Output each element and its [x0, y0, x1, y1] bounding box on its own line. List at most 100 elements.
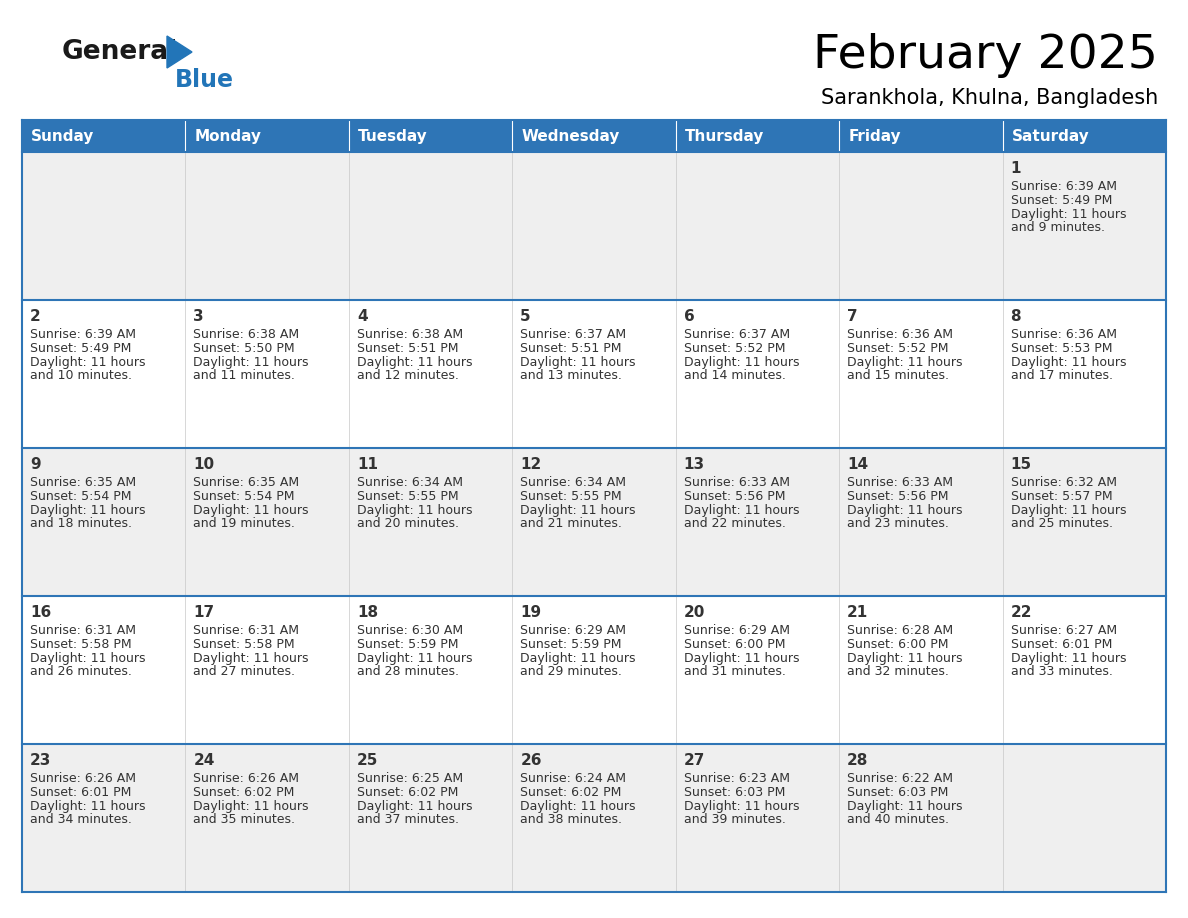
Text: Daylight: 11 hours: Daylight: 11 hours — [520, 652, 636, 665]
Bar — [185, 448, 349, 596]
Text: Sunset: 6:02 PM: Sunset: 6:02 PM — [356, 786, 459, 799]
Text: Sunset: 5:49 PM: Sunset: 5:49 PM — [1011, 194, 1112, 207]
Text: Sunrise: 6:30 AM: Sunrise: 6:30 AM — [356, 624, 463, 637]
Text: Daylight: 11 hours: Daylight: 11 hours — [684, 800, 800, 812]
Text: Wednesday: Wednesday — [522, 129, 620, 143]
Text: and 22 minutes.: and 22 minutes. — [684, 518, 785, 531]
Text: Sunset: 5:57 PM: Sunset: 5:57 PM — [1011, 490, 1112, 503]
Text: 7: 7 — [847, 309, 858, 324]
Bar — [839, 448, 1003, 596]
Text: Sunset: 5:55 PM: Sunset: 5:55 PM — [520, 490, 621, 503]
Text: Sunset: 5:49 PM: Sunset: 5:49 PM — [30, 341, 132, 354]
Text: 2: 2 — [30, 309, 40, 324]
Text: Daylight: 11 hours: Daylight: 11 hours — [684, 652, 800, 665]
Text: and 11 minutes.: and 11 minutes. — [194, 369, 296, 383]
Text: and 21 minutes.: and 21 minutes. — [520, 518, 623, 531]
Text: Sunrise: 6:25 AM: Sunrise: 6:25 AM — [356, 772, 463, 785]
Text: Sunrise: 6:38 AM: Sunrise: 6:38 AM — [194, 328, 299, 341]
Text: Sunset: 5:54 PM: Sunset: 5:54 PM — [194, 490, 295, 503]
Text: 13: 13 — [684, 457, 704, 472]
Text: Sunrise: 6:33 AM: Sunrise: 6:33 AM — [684, 476, 790, 489]
Text: Sunset: 5:53 PM: Sunset: 5:53 PM — [1011, 341, 1112, 354]
Text: Daylight: 11 hours: Daylight: 11 hours — [194, 504, 309, 517]
Bar — [349, 596, 512, 744]
Text: Daylight: 11 hours: Daylight: 11 hours — [847, 800, 962, 812]
Text: Sunrise: 6:34 AM: Sunrise: 6:34 AM — [520, 476, 626, 489]
Text: Daylight: 11 hours: Daylight: 11 hours — [356, 504, 473, 517]
Text: 19: 19 — [520, 605, 542, 620]
Bar — [185, 744, 349, 892]
Bar — [839, 152, 1003, 300]
Text: 8: 8 — [1011, 309, 1022, 324]
Text: Daylight: 11 hours: Daylight: 11 hours — [847, 504, 962, 517]
Text: Daylight: 11 hours: Daylight: 11 hours — [520, 355, 636, 369]
Text: Sunrise: 6:39 AM: Sunrise: 6:39 AM — [1011, 180, 1117, 193]
Text: and 18 minutes.: and 18 minutes. — [30, 518, 132, 531]
Text: Sunrise: 6:31 AM: Sunrise: 6:31 AM — [194, 624, 299, 637]
Text: and 29 minutes.: and 29 minutes. — [520, 666, 623, 678]
Text: and 31 minutes.: and 31 minutes. — [684, 666, 785, 678]
Text: Sunrise: 6:36 AM: Sunrise: 6:36 AM — [847, 328, 953, 341]
Text: and 32 minutes.: and 32 minutes. — [847, 666, 949, 678]
Bar — [1003, 120, 1165, 152]
Text: Blue: Blue — [175, 68, 234, 92]
Text: Sunset: 5:56 PM: Sunset: 5:56 PM — [847, 490, 949, 503]
Text: Daylight: 11 hours: Daylight: 11 hours — [1011, 355, 1126, 369]
Text: Daylight: 11 hours: Daylight: 11 hours — [30, 504, 145, 517]
Bar — [676, 300, 839, 448]
Text: Sunday: Sunday — [31, 129, 94, 143]
Text: Sunset: 6:01 PM: Sunset: 6:01 PM — [1011, 638, 1112, 651]
Text: Daylight: 11 hours: Daylight: 11 hours — [1011, 207, 1126, 220]
Text: Sunset: 6:01 PM: Sunset: 6:01 PM — [30, 786, 132, 799]
Text: 12: 12 — [520, 457, 542, 472]
Text: Sunset: 5:58 PM: Sunset: 5:58 PM — [194, 638, 295, 651]
Text: Sunset: 5:59 PM: Sunset: 5:59 PM — [520, 638, 621, 651]
Bar — [1003, 448, 1165, 596]
Text: 21: 21 — [847, 605, 868, 620]
Text: 28: 28 — [847, 753, 868, 768]
Text: and 38 minutes.: and 38 minutes. — [520, 813, 623, 826]
Text: and 39 minutes.: and 39 minutes. — [684, 813, 785, 826]
Bar — [1003, 744, 1165, 892]
Text: Sunrise: 6:26 AM: Sunrise: 6:26 AM — [194, 772, 299, 785]
Text: Tuesday: Tuesday — [358, 129, 428, 143]
Bar — [676, 152, 839, 300]
Text: Sunset: 5:58 PM: Sunset: 5:58 PM — [30, 638, 132, 651]
Bar — [676, 120, 839, 152]
Text: Sunset: 6:03 PM: Sunset: 6:03 PM — [684, 786, 785, 799]
Text: Sunset: 5:52 PM: Sunset: 5:52 PM — [847, 341, 949, 354]
Text: 20: 20 — [684, 605, 706, 620]
Text: Sunrise: 6:35 AM: Sunrise: 6:35 AM — [30, 476, 137, 489]
Text: and 33 minutes.: and 33 minutes. — [1011, 666, 1112, 678]
Text: Daylight: 11 hours: Daylight: 11 hours — [356, 355, 473, 369]
Text: 27: 27 — [684, 753, 706, 768]
Bar — [23, 596, 185, 744]
Text: Sunrise: 6:23 AM: Sunrise: 6:23 AM — [684, 772, 790, 785]
Text: Monday: Monday — [195, 129, 261, 143]
Text: 10: 10 — [194, 457, 215, 472]
Bar — [676, 744, 839, 892]
Text: and 28 minutes.: and 28 minutes. — [356, 666, 459, 678]
Text: Sunset: 6:02 PM: Sunset: 6:02 PM — [194, 786, 295, 799]
Bar — [349, 120, 512, 152]
Bar — [512, 120, 676, 152]
Text: February 2025: February 2025 — [813, 32, 1158, 77]
Text: and 19 minutes.: and 19 minutes. — [194, 518, 296, 531]
Text: Sunrise: 6:35 AM: Sunrise: 6:35 AM — [194, 476, 299, 489]
Text: Sunset: 5:52 PM: Sunset: 5:52 PM — [684, 341, 785, 354]
Text: 16: 16 — [30, 605, 51, 620]
Text: Sunset: 6:00 PM: Sunset: 6:00 PM — [847, 638, 949, 651]
Bar — [23, 120, 185, 152]
Text: 6: 6 — [684, 309, 695, 324]
Text: Sunrise: 6:34 AM: Sunrise: 6:34 AM — [356, 476, 463, 489]
Text: and 17 minutes.: and 17 minutes. — [1011, 369, 1113, 383]
Text: Daylight: 11 hours: Daylight: 11 hours — [847, 652, 962, 665]
Bar — [512, 300, 676, 448]
Text: and 26 minutes.: and 26 minutes. — [30, 666, 132, 678]
Bar — [512, 448, 676, 596]
Text: 17: 17 — [194, 605, 215, 620]
Bar — [839, 596, 1003, 744]
Text: Sunset: 5:51 PM: Sunset: 5:51 PM — [520, 341, 621, 354]
Text: 14: 14 — [847, 457, 868, 472]
Text: and 12 minutes.: and 12 minutes. — [356, 369, 459, 383]
